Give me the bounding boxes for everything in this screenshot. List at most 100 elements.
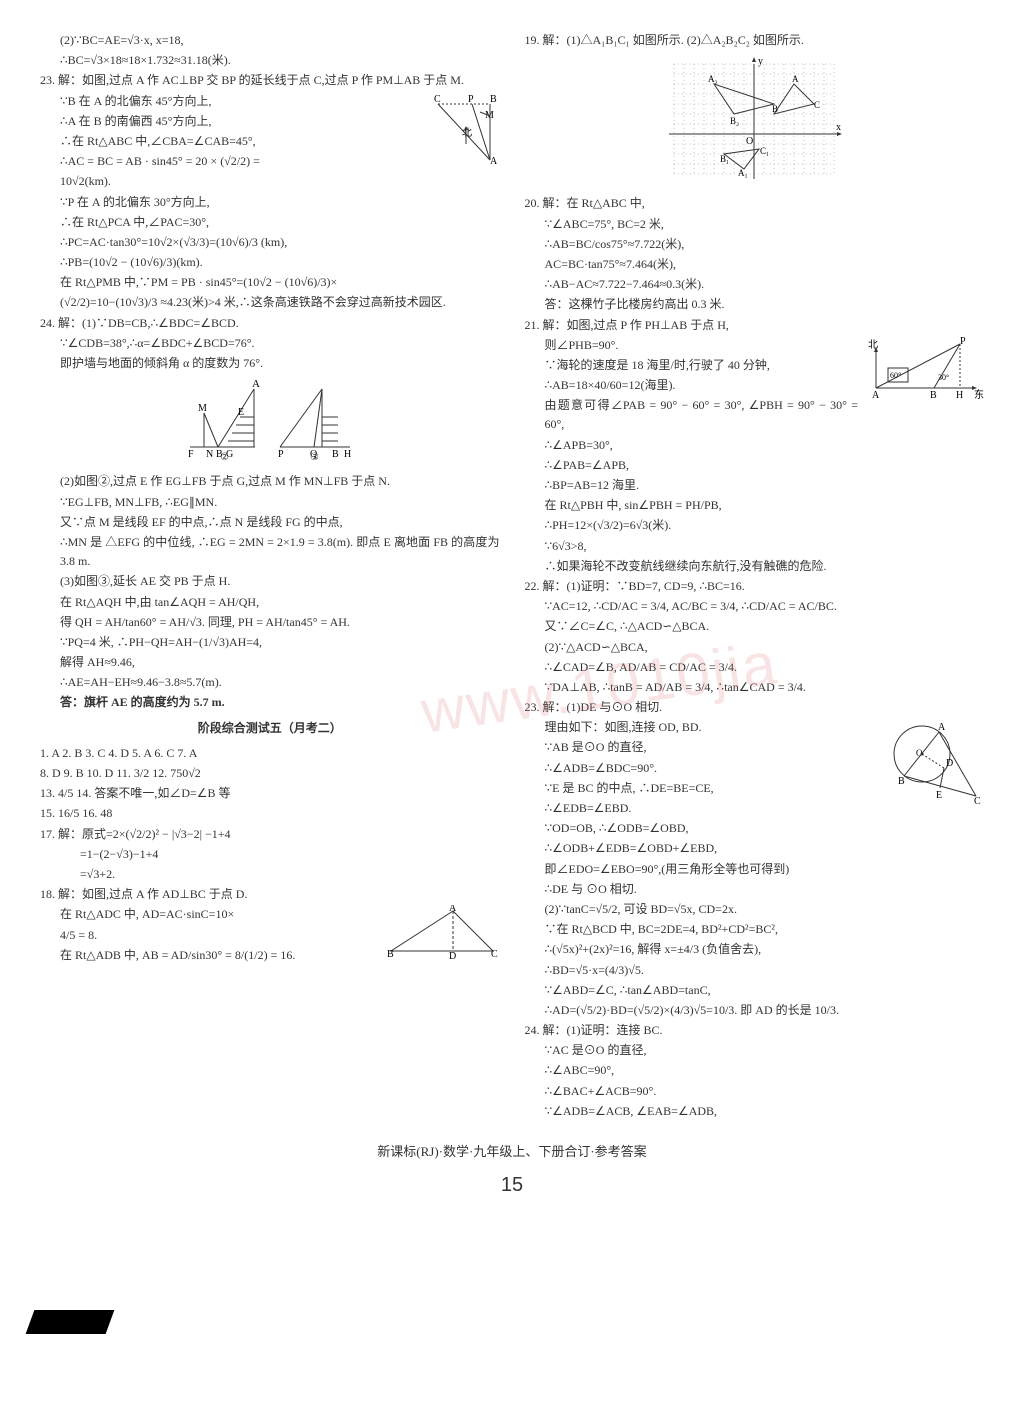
svg-text:A₂: A₂	[708, 74, 718, 84]
text-line: ∴AE=AH−EH≈9.46−3.8≈5.7(m).	[40, 673, 500, 692]
text-line: ∵EG⊥FB, MN⊥FB, ∴EG∥MN.	[40, 493, 500, 512]
text-line: 23. 解：(1)DE 与⊙O 相切.	[525, 698, 985, 717]
svg-text:③: ③	[310, 452, 319, 462]
text-line: ∵DA⊥AB, ∴tanB = AD/AB = 3/4, ∴tan∠CAD = …	[525, 678, 985, 697]
text-line: ∴BP=AB=12 海里.	[525, 476, 985, 495]
svg-text:E: E	[936, 790, 942, 801]
svg-text:y: y	[758, 56, 763, 67]
text-line: ∵OD=OB, ∴∠ODB=∠OBD,	[525, 819, 985, 838]
text-line: 答：旗杆 AE 的高度约为 5.7 m.	[40, 693, 500, 712]
text-line: ∴PB=(10√2 − (10√6)/3)(km).	[40, 253, 500, 272]
fig-23-left: C P B M 北 A	[430, 92, 500, 173]
svg-text:E: E	[238, 407, 244, 418]
answer-line: 1. A 2. B 3. C 4. D 5. A 6. C 7. A	[40, 744, 500, 763]
text-line: ∴AD=(√5/2)·BD=(√5/2)×(4/3)√5=10/3. 即 AD …	[525, 1001, 985, 1020]
fig-19-right: y x O A₂ A B₂ B C B₁ C₁ A₁	[525, 54, 985, 190]
svg-text:P: P	[468, 94, 474, 105]
text-line: (2)∵tanC=√5/2, 可设 BD=√5x, CD=2x.	[525, 900, 985, 919]
text-line: ∴BC=√3×18≈18×1.732≈31.18(米).	[40, 51, 500, 70]
svg-text:B₂: B₂	[730, 116, 739, 126]
text-line: 23. 解：如图,过点 A 作 AC⊥BP 交 BP 的延长线于点 C,过点 P…	[40, 71, 500, 90]
text-line: AC=BC·tan75°≈7.464(米),	[525, 255, 985, 274]
svg-text:C: C	[974, 796, 981, 807]
svg-text:B: B	[387, 949, 394, 960]
svg-text:P: P	[278, 449, 284, 460]
text-line: 24. 解：(1)证明：连接 BC.	[525, 1021, 985, 1040]
page-number: 15	[40, 1169, 984, 1201]
svg-text:A: A	[449, 905, 457, 914]
text-line: ∴∠ODB+∠EDB=∠OBD+∠EBD,	[525, 839, 985, 858]
text-line: 在 Rt△PMB 中,∵PM = PB · sin45°=(10√2 − (10…	[40, 273, 500, 292]
answer-line: 8. D 9. B 10. D 11. 3/2 12. 750√2	[40, 764, 500, 783]
svg-text:O: O	[746, 136, 753, 147]
text-line: ∴∠CAD=∠B, AD/AB = CD/AC = 3/4.	[525, 658, 985, 677]
svg-text:C: C	[491, 949, 498, 960]
svg-text:B: B	[332, 449, 339, 460]
text-line: ∴∠PAB=∠APB,	[525, 456, 985, 475]
text-line: 18. 解：如图,过点 A 作 AD⊥BC 于点 D.	[40, 885, 500, 904]
text-line: 即护墙与地面的倾斜角 α 的度数为 76°.	[40, 354, 500, 373]
text-line: 22. 解：(1)证明：∵BD=7, CD=9, ∴BC=16.	[525, 577, 985, 596]
text-line: ∴AB=BC/cos75°≈7.722(米),	[525, 235, 985, 254]
fig-23-right: A O D B E C	[884, 718, 984, 814]
svg-text:H: H	[344, 449, 351, 460]
text-line: ∴如果海轮不改变航线继续向东航行,没有触礁的危险.	[525, 557, 985, 576]
text-line: =√3+2.	[40, 865, 500, 884]
text-line: ∴DE 与 ⊙O 相切.	[525, 880, 985, 899]
svg-text:B: B	[930, 390, 937, 401]
text-line: 又∵点 M 是线段 EF 的中点,∴点 N 是线段 FG 的中点,	[40, 513, 500, 532]
svg-text:H: H	[956, 390, 963, 401]
text-line: ∴∠BAC+∠ACB=90°.	[525, 1082, 985, 1101]
text-line: (2)∵BC=AE=√3·x, x=18,	[40, 31, 500, 50]
svg-text:M: M	[198, 403, 207, 414]
answer-line: 13. 4/5 14. 答案不唯一,如∠D=∠B 等	[40, 784, 500, 803]
svg-text:A₁: A₁	[738, 168, 748, 178]
text-line: ∴在 Rt△PCA 中,∠PAC=30°,	[40, 213, 500, 232]
page-footer: 新课标(RJ)·数学·九年级上、下册合订·参考答案	[40, 1142, 984, 1163]
section-title: 阶段综合测试五（月考二）	[40, 719, 500, 738]
svg-text:D: D	[449, 951, 456, 960]
left-column: (2)∵BC=AE=√3·x, x=18, ∴BC=√3×18≈18×1.732…	[40, 30, 500, 1122]
text-line: 19. 解：(1)△A₁B₁C₁ 如图所示. (2)△A₂B₂C₂ 如图所示.	[525, 31, 985, 50]
svg-text:A: A	[490, 156, 498, 167]
text-line: ∵在 Rt△BCD 中, BC=2DE=4, BD²+CD²=BC²,	[525, 920, 985, 939]
text-line: 20. 解：在 Rt△ABC 中,	[525, 194, 985, 213]
text-line: 在 Rt△AQH 中,由 tan∠AQH = AH/QH,	[40, 593, 500, 612]
text-line: ∴(√5x)²+(2x)²=16, 解得 x=±4/3 (负值舍去),	[525, 940, 985, 959]
svg-text:x: x	[836, 122, 841, 133]
svg-text:A: A	[252, 378, 260, 390]
text-line: ∴MN 是 △EFG 的中位线, ∴EG = 2MN = 2×1.9 = 3.8…	[40, 533, 500, 571]
text-line: 10√2(km).	[40, 172, 500, 191]
svg-text:30°: 30°	[938, 373, 949, 382]
svg-text:B: B	[490, 94, 497, 105]
svg-text:N: N	[206, 449, 213, 460]
svg-text:F: F	[188, 449, 194, 460]
svg-text:P: P	[960, 336, 966, 347]
svg-text:B: B	[772, 104, 778, 114]
text-line: ∴PC=AC·tan30°=10√2×(√3/3)=(10√6)/3 (km),	[40, 233, 500, 252]
svg-text:②: ②	[220, 452, 229, 462]
page-columns: (2)∵BC=AE=√3·x, x=18, ∴BC=√3×18≈18×1.732…	[40, 30, 984, 1122]
text-line: ∵∠ABC=75°, BC=2 米,	[525, 215, 985, 234]
text-line: (3)如图③,延长 AE 交 PB 于点 H.	[40, 572, 500, 591]
svg-text:B: B	[898, 776, 905, 787]
text-line: ∵∠CDB=38°,∴α=∠BDC+∠BCD=76°.	[40, 334, 500, 353]
text-line: 即∠EDO=∠EBO=90°,(用三角形全等也可得到)	[525, 860, 985, 879]
svg-text:C₁: C₁	[760, 146, 769, 156]
fig-18-left: A B D C	[385, 905, 500, 966]
svg-text:60°: 60°	[890, 371, 901, 380]
text-line: ∵AC=12, ∴CD/AC = 3/4, AC/BC = 3/4, ∴CD/A…	[525, 597, 985, 616]
svg-text:A: A	[938, 722, 946, 733]
right-column: 19. 解：(1)△A₁B₁C₁ 如图所示. (2)△A₂B₂C₂ 如图所示.	[525, 30, 985, 1122]
text-line: ∴∠ABC=90°,	[525, 1061, 985, 1080]
page-corner-decoration	[26, 1310, 115, 1334]
text-line: ∵P 在 A 的北偏东 30°方向上,	[40, 193, 500, 212]
text-line: ∴AB−AC≈7.722−7.464≈0.3(米).	[525, 275, 985, 294]
text-line: 解得 AH≈9.46,	[40, 653, 500, 672]
fig-24-left: A M E F N B G ②	[40, 377, 500, 468]
text-line: (√2/2)=10−(10√3)/3 ≈4.23(米)>4 米,∴这条高速铁路不…	[40, 293, 500, 312]
svg-text:东: 东	[974, 388, 984, 401]
svg-text:A: A	[792, 74, 799, 84]
text-line: (2)如图②,过点 E 作 EG⊥FB 于点 G,过点 M 作 MN⊥FB 于点…	[40, 472, 500, 491]
text-line: ∵6√3>8,	[525, 537, 985, 556]
